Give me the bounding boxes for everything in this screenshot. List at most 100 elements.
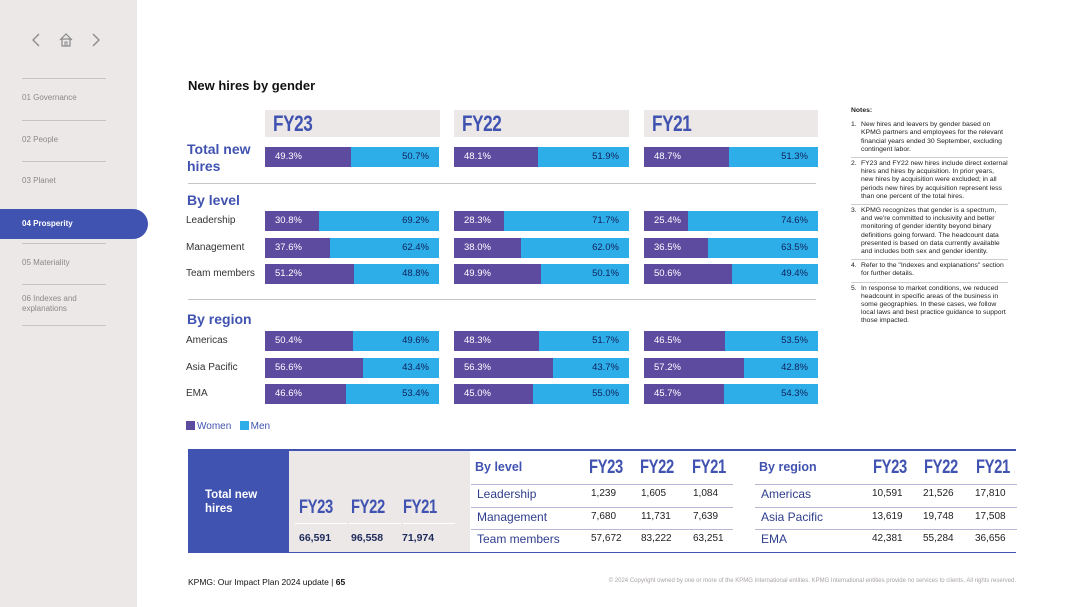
table-by-region-heading: By region xyxy=(759,460,817,474)
women-segment: 57.2% xyxy=(644,357,744,378)
women-segment: 28.3% xyxy=(454,211,504,231)
men-segment: 49.6% xyxy=(353,331,439,351)
level-team-members-bar-fy22: 49.9% 50.1% xyxy=(454,264,629,284)
women-swatch xyxy=(186,421,195,430)
women-segment: 46.5% xyxy=(644,331,725,351)
copyright: © 2024 Copyright owned by one or more of… xyxy=(608,578,1016,584)
women-segment: 38.0% xyxy=(454,237,521,258)
chevron-right-icon[interactable] xyxy=(90,32,102,53)
table-row-label: Asia Pacific xyxy=(761,509,824,524)
table-by-level-heading: By level xyxy=(475,460,523,474)
home-icon[interactable] xyxy=(58,32,74,53)
men-segment: 48.8% xyxy=(354,264,439,284)
men-segment: 53.5% xyxy=(725,331,818,351)
table-row-label: EMA xyxy=(761,532,788,546)
table-cell: 13,619 xyxy=(872,510,903,522)
women-segment: 45.7% xyxy=(644,384,724,404)
table-row-label: Americas xyxy=(761,487,812,501)
men-segment: 62.0% xyxy=(521,237,629,258)
women-segment: 56.6% xyxy=(265,357,363,378)
sidebar-item-indexes[interactable]: 06 Indexes and explanations xyxy=(22,284,106,324)
men-segment: 71.7% xyxy=(504,211,629,231)
region-ema-bar-fy23: 46.6% 53.4% xyxy=(265,384,439,404)
note-item: 2. FY23 and FY22 new hires include direct… xyxy=(851,158,1008,206)
men-segment: 42.8% xyxy=(744,357,818,378)
men-segment: 51.7% xyxy=(539,331,629,351)
level-leadership-bar-fy23: 30.8% 69.2% xyxy=(265,211,439,231)
table-cell: 1,605 xyxy=(641,488,667,499)
men-segment: 43.7% xyxy=(553,357,629,378)
level-team-members-bar-fy21: 50.6% 49.4% xyxy=(644,264,818,284)
level-leadership-bar-fy21: 25.4% 74.6% xyxy=(644,211,818,231)
region-asia-pacific-bar-fy23: 56.6% 43.4% xyxy=(265,357,439,378)
region-asia-pacific-bar-fy22: 56.3% 43.7% xyxy=(454,357,629,378)
table-cell: 11,731 xyxy=(641,510,671,522)
men-swatch xyxy=(239,421,249,430)
table-cell: 36,656 xyxy=(975,533,1006,544)
table-cell: 1,084 xyxy=(693,488,719,499)
footer: KPMG: Our Impact Plan 2024 update | 65 xyxy=(188,577,346,587)
region-americas-bar-fy23: 50.4% 49.6% xyxy=(265,331,439,351)
totals-value-fy22: 96,558 xyxy=(351,532,384,544)
region-ema-bar-fy21: 45.7% 54.3% xyxy=(644,384,818,404)
women-segment: 56.3% xyxy=(454,357,553,378)
level-row-label: Management xyxy=(186,241,245,253)
table-cell: 7,639 xyxy=(693,510,719,522)
women-segment: 49.3% xyxy=(265,147,351,167)
sidebar-item-planet[interactable]: 03 Planet xyxy=(22,161,106,202)
sidebar-item-people[interactable]: 02 People xyxy=(22,120,106,161)
table-cell: 1,239 xyxy=(591,488,617,499)
table-cell: 63,251 xyxy=(693,533,724,544)
level-row-label: Leadership xyxy=(186,215,236,226)
table-cell: 83,222 xyxy=(641,533,672,544)
note-item: 3. KPMG recognizes that gender is a spect… xyxy=(851,205,1008,261)
region-row-label: Asia Pacific xyxy=(186,361,238,373)
women-segment: 50.4% xyxy=(265,331,353,351)
total-new-hires-label: Total new hires xyxy=(187,141,251,174)
table-cell: 7,680 xyxy=(591,510,617,522)
women-segment: 48.3% xyxy=(454,331,539,351)
divider xyxy=(403,523,455,524)
level-management-bar-fy21: 36.5% 63.5% xyxy=(644,237,818,258)
divider xyxy=(755,529,1017,530)
legend-women: Women xyxy=(197,421,232,432)
by-level-label: By level xyxy=(187,192,240,208)
region-americas-bar-fy22: 48.3% 51.7% xyxy=(454,331,629,351)
sidebar-divider xyxy=(22,325,106,326)
totals-label: Total new hires xyxy=(205,489,258,515)
men-segment: 53.4% xyxy=(346,384,439,404)
women-segment: 48.7% xyxy=(644,147,729,167)
totals-value-fy23: 66,591 xyxy=(299,532,332,544)
table-region-fy23: FY23 xyxy=(873,457,907,478)
men-segment: 55.0% xyxy=(533,384,629,404)
page-number: 65 xyxy=(335,577,346,587)
divider xyxy=(188,299,816,300)
men-segment: 43.4% xyxy=(363,357,439,378)
sidebar-item-prosperity[interactable]: 04 Prosperity xyxy=(0,209,148,239)
women-segment: 50.6% xyxy=(644,264,732,284)
level-management-bar-fy23: 37.6% 62.4% xyxy=(265,237,439,258)
women-segment: 51.2% xyxy=(265,264,354,284)
nav-controls xyxy=(30,32,110,54)
legend: Women Men xyxy=(186,421,270,432)
sidebar-item-governance[interactable]: 01 Governance xyxy=(22,78,106,119)
women-segment: 45.0% xyxy=(454,384,533,404)
women-segment: 48.1% xyxy=(454,147,538,167)
totals-value-fy21: 71,974 xyxy=(402,532,435,544)
women-segment: 46.6% xyxy=(265,384,346,404)
men-segment: 50.7% xyxy=(351,147,439,167)
fy-header-fy23: FY23 xyxy=(265,110,440,137)
divider xyxy=(471,529,733,530)
note-item: 4. Refer to the "Indexes and explanations… xyxy=(851,260,1008,283)
region-row-label: Americas xyxy=(186,335,228,346)
women-segment: 30.8% xyxy=(265,211,319,231)
note-item: 5. In response to market conditions, we r… xyxy=(851,284,1006,325)
women-segment: 37.6% xyxy=(265,237,330,258)
men-segment: 49.4% xyxy=(732,264,818,284)
divider xyxy=(295,523,347,524)
chevron-left-icon[interactable] xyxy=(30,32,42,53)
table-cell: 55,284 xyxy=(923,533,954,544)
sidebar-item-materiality[interactable]: 05 Materiality xyxy=(22,243,106,284)
level-management-bar-fy22: 38.0% 62.0% xyxy=(454,237,629,258)
notes: Notes: 1. New hires and leavers by gender… xyxy=(851,107,1008,329)
